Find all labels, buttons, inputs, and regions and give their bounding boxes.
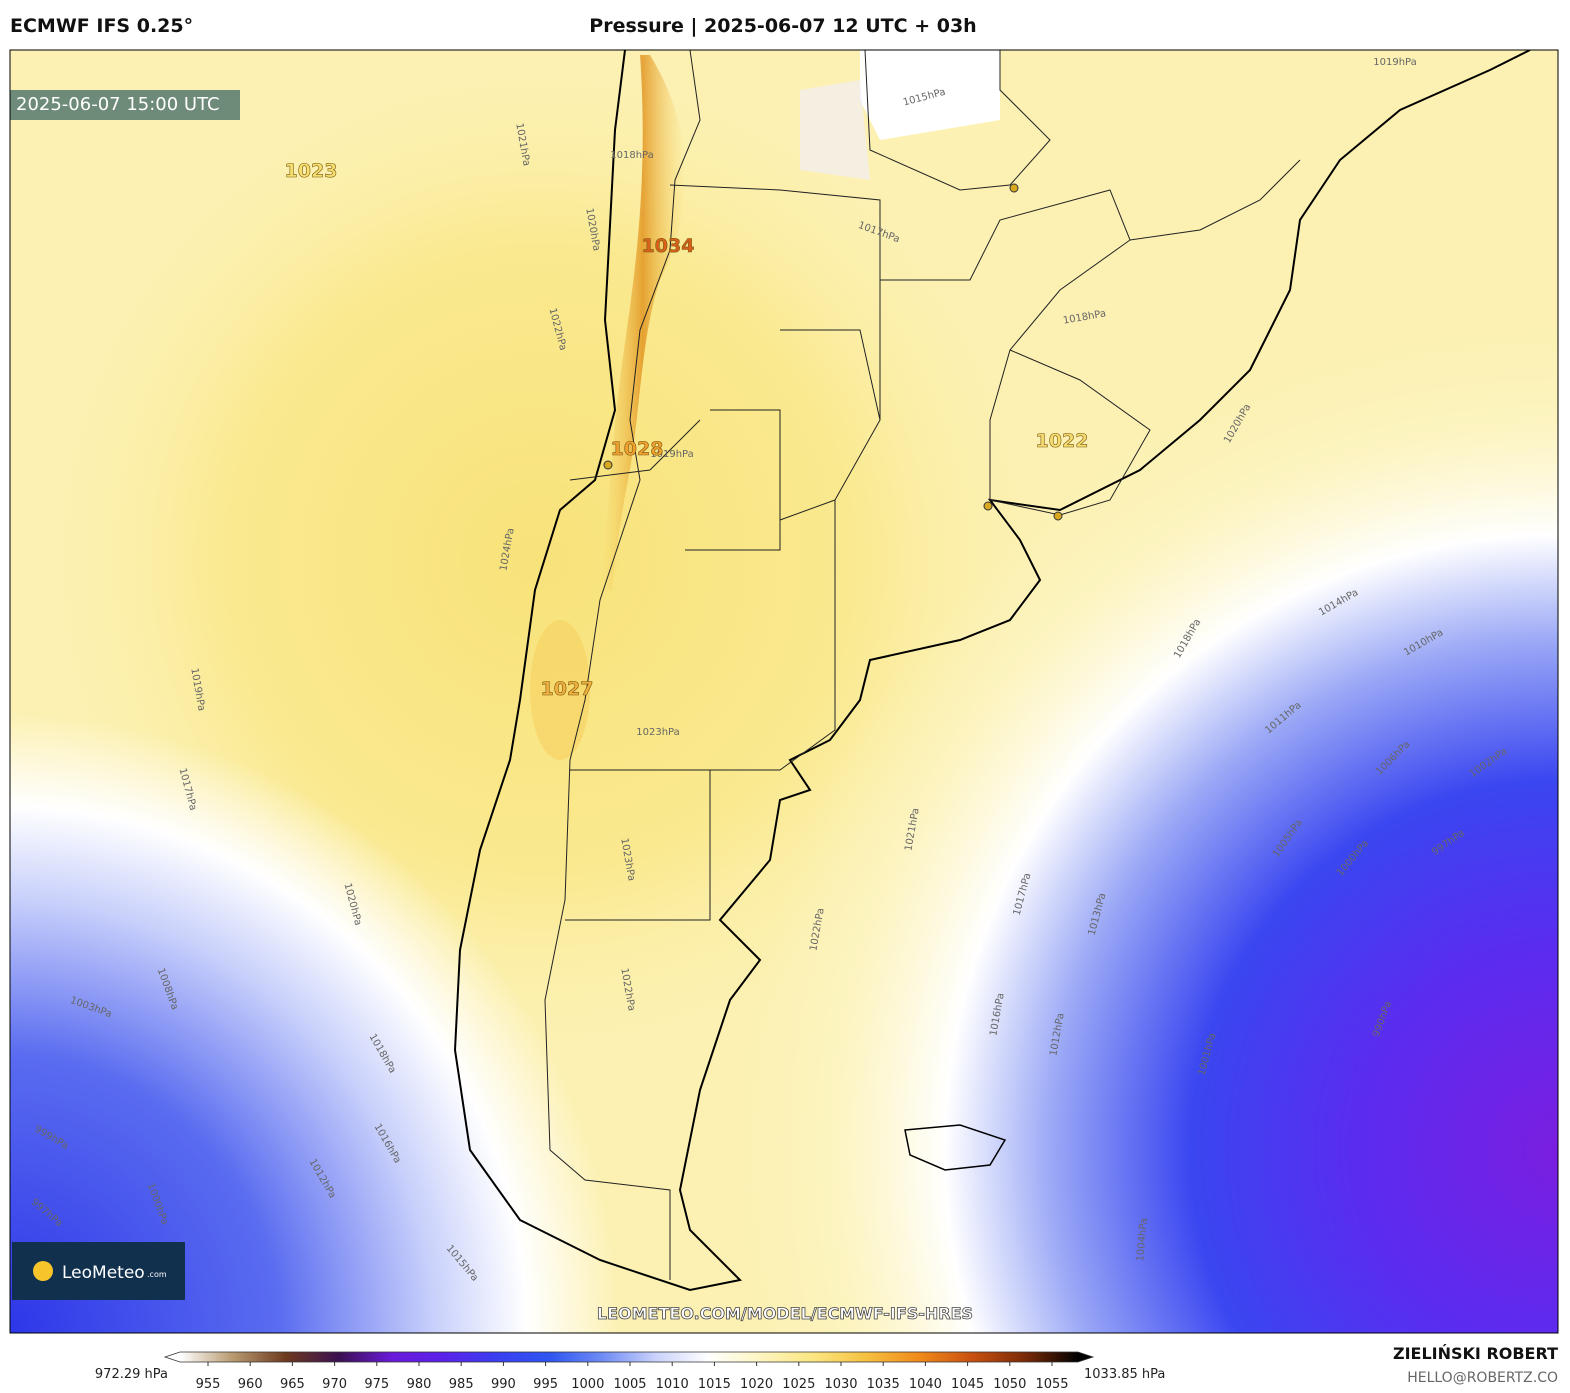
- pressure-center: 1028: [611, 438, 664, 460]
- pressure-center: 1034: [642, 235, 695, 257]
- colorbar-tick-label: 970: [322, 1377, 347, 1392]
- timestamp: 2025-06-07 15:00 UTC: [16, 94, 220, 115]
- colorbar-tick-label: 1040: [909, 1377, 942, 1392]
- colorbar-tick-label: 1020: [740, 1377, 773, 1392]
- contour-label: 1019hPa: [650, 449, 694, 460]
- colorbar-tick-label: 955: [196, 1377, 221, 1392]
- logo-suffix: .com: [147, 1270, 167, 1279]
- colorbar-tick-label: 965: [280, 1377, 305, 1392]
- colorbar-tick-label: 1045: [951, 1377, 984, 1392]
- colorbar-tick-label: 1035: [867, 1377, 900, 1392]
- colorbar-tick-label: 1010: [656, 1377, 689, 1392]
- contour-label: 1018hPa: [610, 150, 654, 161]
- colorbar-max: 1033.85 hPa: [1084, 1367, 1165, 1382]
- colorbar-tick-label: 990: [491, 1377, 516, 1392]
- colorbar-tick-label: 1055: [1035, 1377, 1068, 1392]
- contour-label: 1023hPa: [636, 727, 680, 738]
- colorbar-tick-label: 1005: [613, 1377, 646, 1392]
- pressure-center: 1022: [1036, 430, 1089, 452]
- colorbar-min: 972.29 hPa: [95, 1367, 168, 1382]
- colorbar-tick-label: 980: [407, 1377, 432, 1392]
- author-name: ZIELIŃSKI ROBERT: [1393, 1344, 1558, 1363]
- map-area: 1021hPa1020hPa1022hPa1018hPa1017hPa1015h…: [10, 50, 1558, 1333]
- colorbar: [163, 1351, 1095, 1363]
- colorbar-tick-label: 995: [533, 1377, 558, 1392]
- colorbar-tick-label: 960: [238, 1377, 263, 1392]
- pressure-center: 1027: [541, 678, 594, 700]
- colorbar-tick-label: 1030: [824, 1377, 857, 1392]
- colorbar-tick-label: 1025: [782, 1377, 815, 1392]
- map-title: Pressure | 2025-06-07 12 UTC + 03h: [589, 15, 976, 37]
- pressure-center: 1023: [285, 160, 338, 182]
- model-name: ECMWF IFS 0.25°: [10, 15, 193, 37]
- colorbar-tick-label: 1000: [571, 1377, 604, 1392]
- colorbar-tick-label: 985: [449, 1377, 474, 1392]
- logo-name: LeoMeteo: [62, 1263, 145, 1283]
- colorbar-tick-label: 1050: [993, 1377, 1026, 1392]
- author-email: HELLO@ROBERTZ.CO: [1407, 1370, 1558, 1386]
- contour-label: 1004hPa: [1135, 1218, 1150, 1262]
- watermark: LEOMETEO.COM/MODEL/ECMWF-IFS-HRES: [597, 1304, 973, 1323]
- contour-label: 1019hPa: [1373, 57, 1417, 68]
- colorbar-tick-label: 1015: [698, 1377, 731, 1392]
- colorbar-tick-label: 975: [364, 1377, 389, 1392]
